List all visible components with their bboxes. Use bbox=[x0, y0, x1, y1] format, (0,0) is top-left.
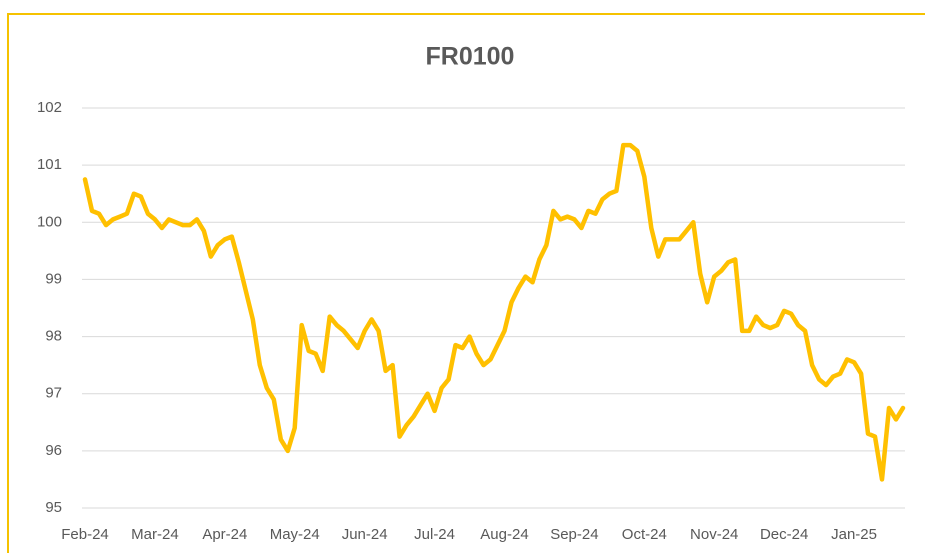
x-tick-label: Oct-24 bbox=[622, 526, 667, 543]
y-tick-label: 97 bbox=[45, 385, 62, 402]
y-tick-label: 99 bbox=[45, 270, 62, 287]
y-tick-label: 96 bbox=[45, 442, 62, 459]
x-tick-label: Feb-24 bbox=[61, 526, 109, 543]
chart-border bbox=[7, 13, 925, 553]
y-tick-label: 101 bbox=[37, 156, 62, 173]
x-tick-label: Dec-24 bbox=[760, 526, 808, 543]
y-tick-label: 102 bbox=[37, 99, 62, 116]
y-tick-label: 98 bbox=[45, 328, 62, 345]
x-tick-label: Mar-24 bbox=[131, 526, 179, 543]
x-tick-label: May-24 bbox=[270, 526, 320, 543]
y-tick-label: 100 bbox=[37, 213, 62, 230]
x-tick-label: Sep-24 bbox=[550, 526, 598, 543]
y-tick-label: 95 bbox=[45, 499, 62, 516]
chart-title: FR0100 bbox=[426, 43, 515, 71]
x-tick-label: Nov-24 bbox=[690, 526, 738, 543]
x-tick-label: Jun-24 bbox=[342, 526, 388, 543]
x-tick-label: Jul-24 bbox=[414, 526, 455, 543]
x-tick-label: Apr-24 bbox=[202, 526, 247, 543]
x-tick-label: Aug-24 bbox=[480, 526, 528, 543]
price-line bbox=[82, 142, 906, 482]
x-tick-label: Jan-25 bbox=[831, 526, 877, 543]
